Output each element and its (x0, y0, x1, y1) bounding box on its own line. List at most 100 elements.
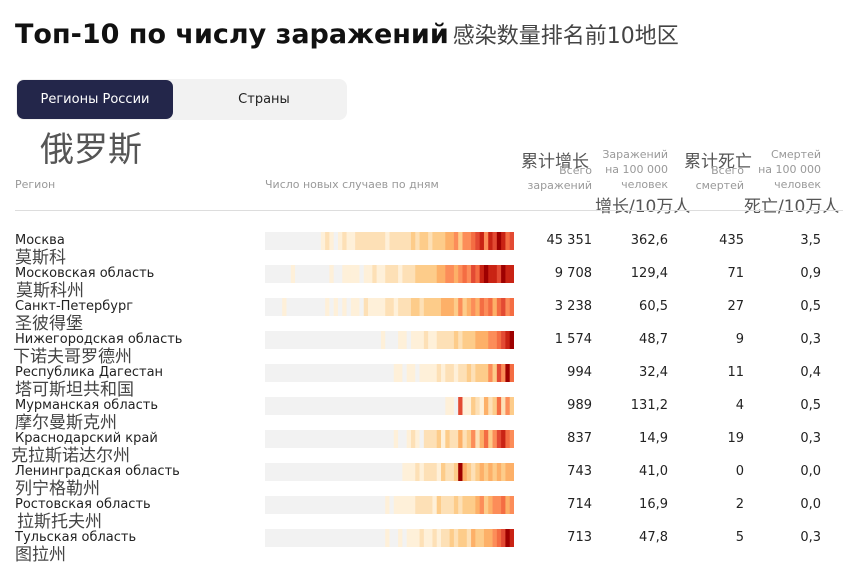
heat-cell (350, 331, 356, 349)
heat-cell (393, 529, 399, 547)
heat-cell (462, 265, 468, 283)
heat-cell (428, 265, 433, 283)
heat-cell (449, 331, 455, 349)
heat-cell (471, 331, 476, 349)
header-deaths-per100k-zh: 死亡/10万人 (744, 197, 840, 217)
heat-cell (350, 298, 356, 316)
heat-cell (501, 430, 506, 448)
heat-cell (415, 496, 420, 514)
heat-cell (432, 331, 438, 349)
heat-cell (458, 298, 463, 316)
heat-cell (273, 265, 279, 283)
heat-cell (277, 430, 283, 448)
deaths-per-100k: 0,3 (800, 332, 821, 347)
heat-cell (423, 529, 429, 547)
heat-cell (385, 232, 390, 250)
heat-cell (483, 397, 489, 415)
heat-cell (299, 331, 305, 349)
heat-cell (290, 463, 296, 481)
heat-cell (359, 463, 365, 481)
heat-cell (376, 463, 382, 481)
heat-cell (475, 331, 481, 349)
tab-russia-regions[interactable]: Регионы России (17, 80, 173, 119)
heat-cell (466, 496, 472, 514)
cases-per-100k: 14,9 (639, 431, 668, 446)
heat-cell (316, 496, 322, 514)
heat-cell (488, 331, 493, 349)
heat-cell (307, 265, 313, 283)
heat-cell (372, 496, 378, 514)
heat-cell (337, 298, 343, 316)
header-total-cases-zh: 累计增长 (521, 152, 589, 172)
heat-cell (329, 463, 335, 481)
heat-cell (453, 496, 459, 514)
page-title: Топ-10 по числу заражений 感染数量排名前10地区 (15, 18, 679, 50)
heat-cell (286, 463, 292, 481)
heat-cell (333, 265, 339, 283)
total-deaths: 9 (735, 332, 744, 347)
heat-cell (509, 331, 514, 349)
heat-cell (483, 364, 489, 382)
heat-cell (355, 397, 360, 415)
heat-cell (501, 496, 506, 514)
heat-cell (441, 331, 446, 349)
heat-cell (462, 232, 468, 250)
heat-cell (312, 232, 317, 250)
heat-cell (277, 364, 283, 382)
header-daily-cases: Число новых случаев по дням (265, 178, 439, 191)
heat-cell (453, 397, 459, 415)
tab-bar: Регионы России Страны (16, 79, 347, 120)
daily-cases-heatmap (265, 463, 514, 481)
heat-cell (265, 331, 270, 349)
heat-cell (423, 331, 429, 349)
heat-cell (316, 298, 322, 316)
heat-cell (475, 397, 481, 415)
heat-cell (415, 364, 420, 382)
heat-cell (471, 364, 476, 382)
heat-cell (299, 265, 305, 283)
daily-cases-heatmap (265, 529, 514, 547)
heat-cell (466, 232, 472, 250)
heat-cell (337, 430, 343, 448)
daily-cases-heatmap (265, 397, 514, 415)
heat-cell (359, 265, 365, 283)
heat-cell (453, 463, 459, 481)
heat-cell (475, 463, 481, 481)
heat-cell (398, 265, 403, 283)
heat-cell (406, 430, 412, 448)
heat-cell (329, 364, 335, 382)
heat-cell (295, 496, 300, 514)
heat-cell (385, 397, 390, 415)
heat-cell (265, 529, 270, 547)
heat-cell (475, 430, 481, 448)
heat-cell (419, 364, 425, 382)
heat-cell (290, 364, 296, 382)
heat-cell (406, 397, 412, 415)
region-name-zh: 莫斯科州 (16, 281, 84, 301)
heat-cell (282, 232, 287, 250)
heat-cell (492, 265, 498, 283)
heat-cell (333, 331, 339, 349)
region-name-zh: 莫斯科 (15, 248, 66, 268)
heat-cell (342, 463, 347, 481)
heat-cell (303, 397, 309, 415)
header-total-cases: Всего заражений (527, 164, 592, 192)
heat-cell (453, 265, 459, 283)
heat-cell (325, 331, 330, 349)
heat-cell (393, 364, 399, 382)
heat-cell (337, 397, 343, 415)
heat-cell (475, 364, 481, 382)
heat-cell (368, 331, 373, 349)
heat-cell (277, 298, 283, 316)
heat-cell (406, 496, 412, 514)
heat-cell (346, 364, 352, 382)
heat-cell (492, 430, 498, 448)
heat-cell (337, 463, 343, 481)
heat-cell (320, 364, 326, 382)
heat-cell (462, 397, 468, 415)
heat-cell (509, 364, 514, 382)
heat-cell (380, 397, 386, 415)
heat-cell (277, 529, 283, 547)
heat-cell (428, 232, 433, 250)
tab-countries[interactable]: Страны (238, 92, 290, 107)
